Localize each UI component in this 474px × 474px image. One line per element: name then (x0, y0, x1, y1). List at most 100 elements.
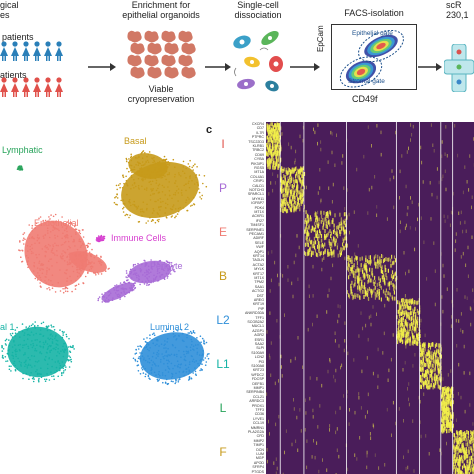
patient-icon (44, 77, 52, 97)
gene-label: MT1X (254, 276, 264, 280)
cluster-row-letter: L2 (216, 313, 230, 327)
gene-label: LCN2 (254, 355, 264, 360)
cluster-row-letter: F (219, 445, 227, 459)
organoid-shape (127, 54, 142, 67)
gene-label: ACKR1 (252, 214, 264, 219)
cluster-luminal1 (1, 321, 75, 383)
organoid-shape (144, 54, 159, 67)
label-lymphatic: Lymphatic (2, 145, 43, 155)
gene-label: PI3 (258, 359, 264, 364)
heatmap-block-l2 (266, 298, 474, 346)
gene-label: SAA2 (254, 342, 264, 346)
facs-density (376, 42, 386, 50)
gene-label: KLRB1 (252, 144, 264, 148)
cluster-row-letter: L1 (216, 357, 230, 371)
gene-label: COL4A1 (250, 174, 264, 179)
gene-label: MMRN1 (250, 425, 264, 430)
gene-label: ANKRD30A (245, 311, 264, 316)
patient-icon (11, 77, 19, 97)
gene-label: PLA2G2A (248, 430, 264, 434)
organoid-shape (147, 42, 162, 55)
label-basal: Basal (124, 136, 147, 146)
facs-gate-stromal-label: Stromal gate (348, 78, 385, 85)
cluster-luminal2 (132, 328, 210, 386)
patient-icon (0, 77, 8, 97)
gene-label: APOD (253, 460, 264, 465)
gene-label: IL7R (256, 130, 264, 135)
gene-label: VWF (256, 245, 264, 250)
cluster-row-letter: B (218, 269, 227, 283)
umap-plot (1, 150, 210, 386)
gene-label: MMP2 (253, 438, 264, 443)
gene-label: TIMP1 (253, 443, 264, 448)
patient-icon (33, 77, 41, 97)
organoid-shape (178, 54, 193, 67)
gene-label: PTGDS (251, 469, 264, 474)
facs-density (356, 68, 366, 76)
patient-icon (22, 41, 30, 61)
organoid-shape (161, 54, 176, 67)
organoid-shape (144, 30, 159, 43)
cluster-lymphatic (16, 165, 24, 171)
sequencing-chip-icon (444, 44, 474, 92)
cluster-immune (95, 234, 106, 243)
gene-label: TSC22D3 (248, 139, 264, 144)
gene-label: ADIRF (253, 236, 264, 241)
gene-label: MYLK (254, 267, 264, 272)
gene-label: CALD1 (252, 183, 264, 188)
heatmap-row-letters: I P E B L2 L1 L F (216, 126, 234, 474)
heatmap-block-p (268, 166, 473, 214)
gene-label: MT1X (254, 210, 264, 214)
cluster-pericyte (97, 281, 137, 303)
gene-label: SCGB2A2 (247, 320, 264, 324)
gene-label: WFDC2 (251, 372, 264, 377)
step4-title: FACS-isolation (344, 8, 404, 18)
gene-label: CD36 (254, 412, 264, 417)
label-pericyte: Pericyte (150, 261, 183, 271)
gene-label: MUCL1 (251, 324, 264, 329)
patient-icon (0, 41, 8, 61)
step3-title-line2: dissociation (234, 10, 282, 20)
cluster-pericyte (125, 259, 176, 286)
gene-label: AREG (253, 298, 264, 302)
gene-label: IFI27 (255, 218, 264, 223)
gene-label: SFRP4 (252, 465, 264, 470)
patient-icon (55, 77, 63, 97)
cluster-basal (125, 150, 171, 180)
gene-label: AGR2 (254, 333, 264, 338)
step3-title-line1: Single-cell (237, 0, 279, 10)
gene-label: RGS5 (254, 166, 264, 170)
gene-label: SPARCL1 (247, 192, 264, 197)
gene-label: SAA1 (254, 284, 264, 289)
arrow-right-icon (88, 63, 116, 71)
heatmap-block-b (269, 254, 474, 302)
step1-label-line1: gical (0, 0, 19, 10)
arrow-right-icon (418, 63, 442, 71)
cluster-row-letter: E (218, 225, 227, 239)
gene-label: S100A9 (251, 350, 264, 355)
step1-label-line2: es (0, 10, 10, 20)
gene-label: PECAM1 (249, 232, 264, 236)
cluster-row-letter: P (218, 181, 227, 195)
gene-label: DST (256, 293, 264, 298)
gene-label: CFD (256, 434, 264, 439)
heatmap-block-f (266, 430, 474, 474)
gene-label: KRT23 (252, 368, 264, 373)
cluster-row-letter: L (219, 401, 227, 415)
gene-label: TM4SF1 (250, 223, 264, 228)
gene-label: PIP (258, 306, 264, 311)
label-endothelial: Endothelial (34, 218, 79, 228)
cluster-endothelial (66, 248, 110, 276)
organoid-shape (178, 30, 193, 43)
step2-title-line2: epithelial organoids (122, 10, 200, 20)
gene-label: KRT17 (252, 271, 264, 276)
patient-icon (55, 41, 63, 61)
gene-label: FDCSP (251, 377, 264, 382)
patient-icon (33, 41, 41, 61)
gene-label: CYBA (254, 157, 264, 162)
organoids-image (127, 30, 196, 79)
step5-title-line2: 230,1 (446, 10, 469, 20)
gene-label: PIK3IP1 (250, 161, 264, 166)
gene-label: IGFBP7 (251, 201, 264, 206)
gene-label: SERPINE1 (246, 227, 264, 232)
